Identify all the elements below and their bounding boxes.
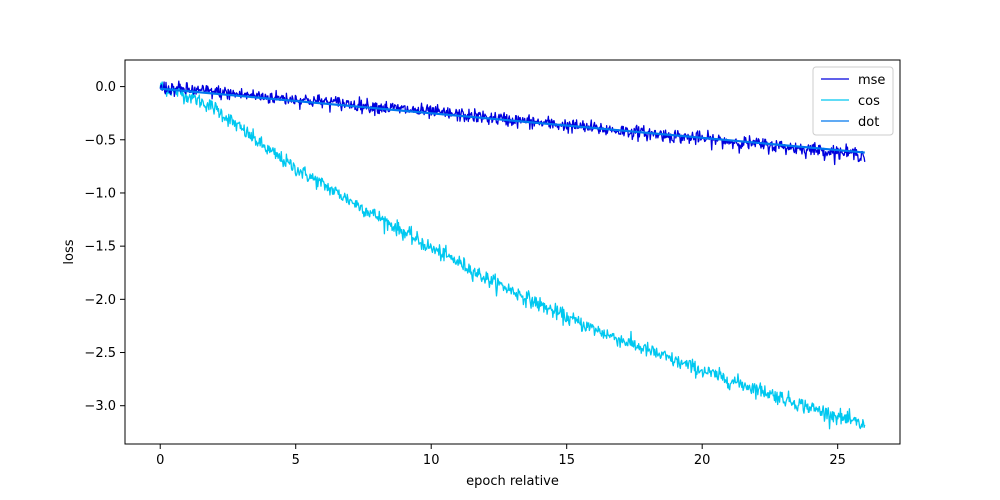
legend: mse cos dot (812, 66, 894, 136)
y-axis-ticks: 0.0 −0.5 −1.0 −1.5 −2.0 −2.5 −3.0 (84, 80, 125, 414)
x-axis-label: epoch relative (466, 474, 559, 489)
legend-label-mse: mse (858, 73, 885, 88)
y-tick-label: −0.5 (84, 133, 116, 148)
y-tick-label: −2.0 (84, 293, 116, 308)
series-line-cos (159, 81, 866, 430)
y-tick-label: −2.5 (84, 346, 116, 361)
legend-box (812, 66, 894, 136)
x-axis-ticks: 0 5 10 15 20 25 (156, 444, 846, 468)
x-tick-label: 15 (558, 453, 575, 468)
x-tick-label: 5 (292, 453, 300, 468)
y-tick-label: 0.0 (95, 80, 116, 95)
y-tick-label: −3.0 (84, 399, 116, 414)
legend-label-cos: cos (858, 94, 880, 109)
x-tick-label: 25 (829, 453, 846, 468)
y-tick-label: −1.5 (84, 240, 116, 255)
legend-label-dot: dot (858, 115, 879, 130)
x-tick-label: 0 (156, 453, 164, 468)
x-tick-label: 10 (423, 453, 440, 468)
axes-frame (124, 59, 901, 445)
plot-area (159, 80, 866, 430)
y-tick-label: −1.0 (84, 186, 116, 201)
y-axis-label: loss (62, 239, 77, 264)
x-tick-label: 20 (694, 453, 711, 468)
series-line-dot (160, 87, 865, 154)
